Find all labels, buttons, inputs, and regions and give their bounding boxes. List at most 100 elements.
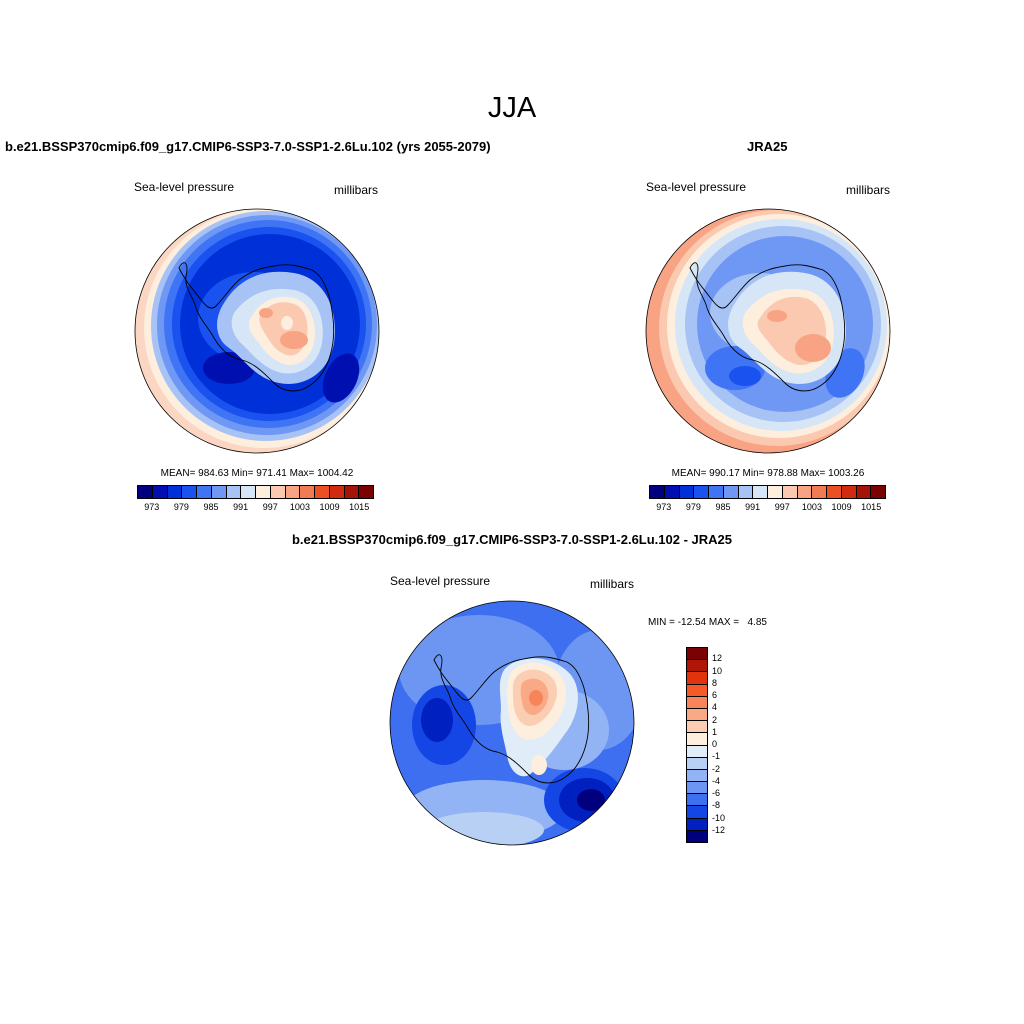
panel3-colorbar-tick-label: -4 [712,775,721,786]
panel2-colorbar-swatch [679,486,695,498]
panel1-title: b.e21.BSSP370cmip6.f09_g17.CMIP6-SSP3-7.… [5,139,491,154]
panel3-units-label: millibars [590,577,635,591]
panel2-colorbar-swatch [723,486,739,498]
panel2-stats: MEAN= 990.17 Min= 978.88 Max= 1003.26 [671,468,865,479]
panel3-colorbar-tick-label: 12 [712,653,723,664]
panel3-colorbar-tick-label: 6 [712,690,718,700]
panel1-colorbar-tick-label: 1015 [349,502,370,512]
panel2-colorbar [649,485,886,499]
panel3-colorbar-swatch [687,818,707,831]
panel2-colorbar-ticks: 973 979 985 991 997 1003 1009 1015 [649,502,886,514]
panel1-colorbar-swatch [300,486,315,498]
panel1-colorbar-swatch [256,486,271,498]
panel1-colorbar-swatch [270,486,286,498]
panel3-colorbar-swatch [687,769,707,783]
panel3-colorbar-swatch [687,660,707,673]
panel2-colorbar-swatch [738,486,754,498]
panel3-colorbar-tick-label: 1 [712,726,718,737]
panel3-title: b.e21.BSSP370cmip6.f09_g17.CMIP6-SSP3-7.… [291,532,733,547]
panel1-colorbar-swatch [182,486,197,498]
panel3-colorbar-tick-label: 2 [712,714,718,725]
panel3-colorbar-tick-label: -1 [712,751,721,762]
panel1-colorbar-swatch [197,486,212,498]
panel2-colorbar-tick-label: 997 [774,502,790,512]
panel3-colorbar-swatch [687,794,707,807]
panel3-colorbar-swatch [687,684,707,697]
panel3-colorbar-swatch [687,806,707,819]
panel3-polar-map [389,600,635,846]
panel2-colorbar-swatch [694,486,709,498]
panel2-colorbar-swatch [650,486,665,498]
panel2-colorbar-swatch [827,486,842,498]
panel2-title: JRA25 [747,139,788,154]
panel2-colorbar-tick-label: 1009 [831,502,852,512]
panel3-colorbar-tick-label: -10 [712,812,726,823]
panel1-colorbar-ticks: 973 979 985 991 997 1003 1009 1015 [137,502,374,514]
panel3-colorbar-swatch [687,721,707,734]
panel3-colorbar-swatch [687,782,707,795]
panel3-colorbar-swatch [687,757,707,770]
panel3-colorbar-swatch [687,696,707,709]
panel1-colorbar-swatch [359,486,373,498]
panel1-polar-map [134,208,380,454]
panel1-colorbar-swatch [226,486,242,498]
panel3-colorbar-swatch [687,830,707,842]
panel1-variable-label: Sea-level pressure [134,180,235,194]
panel1-colorbar-swatch [285,486,301,498]
panel3-colorbar-tick-label: -6 [712,788,721,798]
panel1-stats: MEAN= 984.63 Min= 971.41 Max= 1004.42 [160,468,354,479]
panel3-colorbar-swatch [687,708,707,722]
panel2-colorbar-swatch [782,486,798,498]
panel1-colorbar-tick-label: 985 [203,502,219,512]
panel2-colorbar-swatch [797,486,813,498]
panel3-colorbar-tick-label: -12 [712,824,726,835]
panel2-colorbar-swatch [768,486,783,498]
panel1-colorbar-tick-label: 973 [144,502,160,512]
panel1-colorbar-swatch [152,486,168,498]
panel3-variable-label: Sea-level pressure [390,574,491,588]
panel3-colorbar-ticks: 12 10 8 6 4 2 1 0 -1 -2 -4 -6 -8 -10 -12 [712,647,742,843]
panel1-colorbar-tick-label: 997 [262,502,278,512]
panel2-colorbar-tick-label: 991 [745,502,761,512]
panel2-colorbar-tick-label: 1015 [861,502,882,512]
panel2-polar-map [645,208,891,454]
panel3-colorbar-swatch [687,745,707,758]
panel3-colorbar-tick-label: 8 [712,677,718,688]
panel2-units-label: millibars [846,183,891,197]
panel1-colorbar-swatch [329,486,345,498]
panel2-colorbar-tick-label: 973 [656,502,672,512]
panel2-variable-label: Sea-level pressure [646,180,747,194]
panel2-colorbar-tick-label: 1003 [801,502,822,512]
panel2-colorbar-tick-label: 979 [685,502,701,512]
panel1-colorbar [137,485,374,499]
panel3-colorbar-tick-label: 4 [712,702,718,713]
panel3-colorbar-tick-label: -2 [712,763,721,774]
panel3-colorbar [686,647,708,843]
panel1-colorbar-swatch [315,486,330,498]
panel3-min-max: MIN = -12.54 MAX = 4.85 [648,617,767,628]
panel3-colorbar-swatch [687,672,707,685]
panel2-colorbar-swatch [753,486,768,498]
panel2-colorbar-swatch [709,486,724,498]
panel3-colorbar-tick-label: -8 [712,800,721,811]
panel3-colorbar-tick-label: 10 [712,665,723,676]
panel1-colorbar-tick-label: 991 [233,502,249,512]
panel3-colorbar-swatch [687,648,707,661]
panel2-colorbar-swatch [871,486,885,498]
panel3-colorbar-swatch [687,733,707,746]
panel1-colorbar-tick-label: 1003 [289,502,310,512]
panel1-colorbar-swatch [344,486,360,498]
season-title: JJA [487,92,537,124]
panel1-colorbar-swatch [241,486,256,498]
panel1-colorbar-tick-label: 979 [173,502,189,512]
panel1-colorbar-swatch [167,486,183,498]
panel2-colorbar-swatch [856,486,872,498]
panel1-colorbar-swatch [138,486,153,498]
panel1-colorbar-swatch [211,486,227,498]
panel2-colorbar-swatch [664,486,680,498]
panel1-colorbar-tick-label: 1009 [319,502,340,512]
panel2-colorbar-swatch [841,486,857,498]
panel2-colorbar-swatch [812,486,827,498]
panel3-colorbar-tick-label: 0 [712,739,718,749]
panel2-colorbar-tick-label: 985 [715,502,731,512]
